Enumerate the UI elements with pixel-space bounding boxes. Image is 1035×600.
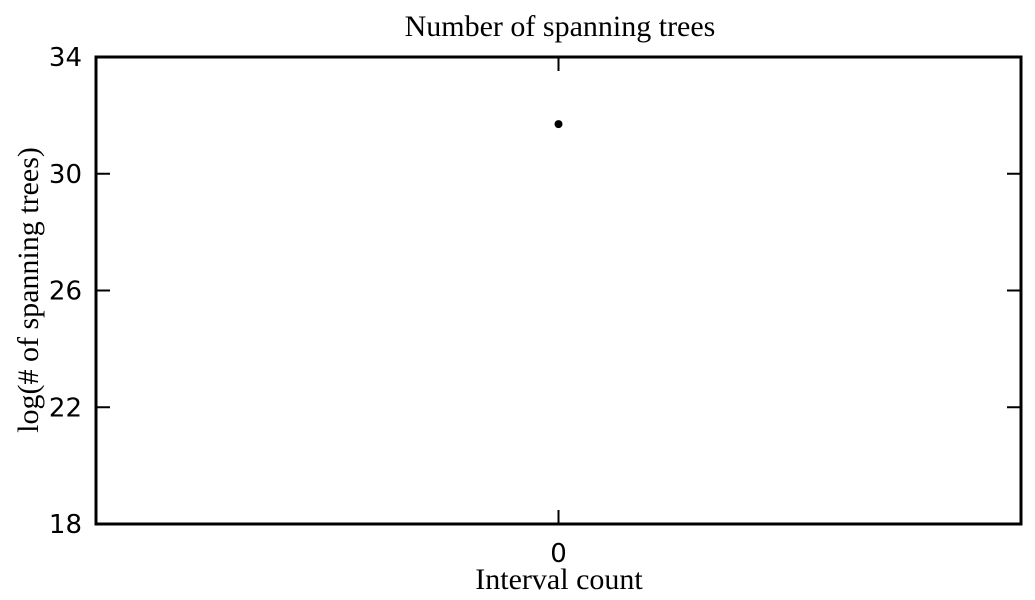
x-tick-label: 0 xyxy=(550,539,567,569)
y-tick-label: 18 xyxy=(49,510,82,540)
y-axis-label: log(# of spanning trees) xyxy=(12,147,45,433)
y-tick-label: 34 xyxy=(49,43,82,73)
y-tick-label: 30 xyxy=(49,160,82,190)
y-tick-label: 22 xyxy=(49,393,82,423)
y-tick-label: 26 xyxy=(49,277,82,307)
y-axis: 18 22 26 30 34 xyxy=(49,43,1021,540)
data-point xyxy=(554,120,563,129)
x-axis-label: Interval count xyxy=(475,563,643,596)
chart-title: Number of spanning trees xyxy=(405,10,716,43)
x-axis: 0 xyxy=(550,57,567,569)
data-points xyxy=(554,120,563,129)
